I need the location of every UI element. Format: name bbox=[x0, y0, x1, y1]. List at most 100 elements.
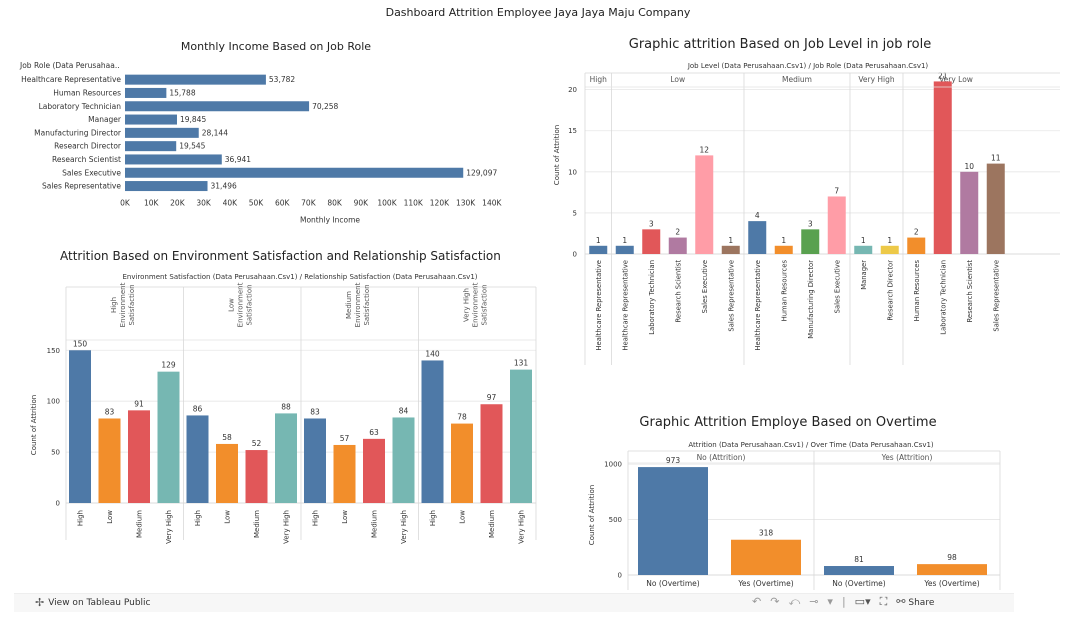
overtime-category-label: Yes (Overtime) bbox=[737, 579, 793, 588]
env-category-label: Medium bbox=[253, 510, 261, 538]
env-bar-medium-environment-satisfaction-very-high[interactable] bbox=[392, 417, 415, 503]
joblevel-bar-very-low-human-resources[interactable] bbox=[907, 237, 926, 254]
joblevel-bar-high-healthcare-representative[interactable] bbox=[589, 245, 608, 254]
joblevel-y-tick-label: 15 bbox=[568, 127, 577, 135]
env-bar-high-environment-satisfaction-very-high[interactable] bbox=[157, 371, 180, 503]
joblevel-value-label: 11 bbox=[991, 154, 1001, 163]
env-bar-high-environment-satisfaction-low[interactable] bbox=[98, 418, 121, 503]
undo-icon[interactable]: ↶ bbox=[752, 595, 762, 608]
env-category-label: Medium bbox=[371, 510, 379, 538]
income-x-tick-label: 110K bbox=[404, 199, 424, 208]
overtime-chart[interactable]: Attrition (Data Perusahaan.Csv1) / Over … bbox=[580, 435, 1020, 595]
env-bar-low-environment-satisfaction-low[interactable] bbox=[216, 443, 238, 503]
income-x-tick-label: 0K bbox=[120, 199, 131, 208]
income-value-label: 19,545 bbox=[179, 142, 205, 151]
income-chart[interactable]: Job Role (Data Perusahaa.. Healthcare Rep… bbox=[0, 55, 540, 235]
joblevel-bar-medium-sales-executive[interactable] bbox=[827, 196, 846, 254]
income-x-tick-label: 140K bbox=[482, 199, 502, 208]
pause-icon[interactable]: ▾ bbox=[827, 595, 833, 608]
overtime-bar-yes-attrition-yes-overtime[interactable] bbox=[917, 564, 987, 575]
env-value-label: 52 bbox=[252, 439, 262, 448]
env-bar-low-environment-satisfaction-high[interactable] bbox=[186, 415, 209, 503]
joblevel-bar-low-laboratory-technician[interactable] bbox=[642, 229, 661, 254]
overtime-category-label: No (Overtime) bbox=[832, 579, 885, 588]
env-bar-very-high-environment-satisfaction-low[interactable] bbox=[451, 423, 473, 503]
income-category-label: Research Scientist bbox=[52, 155, 121, 164]
joblevel-bar-very-low-laboratory-technician[interactable] bbox=[933, 81, 952, 254]
joblevel-bar-very-low-research-scientist[interactable] bbox=[960, 171, 979, 254]
income-value-label: 53,782 bbox=[269, 75, 295, 84]
income-bar-manager[interactable] bbox=[125, 114, 177, 125]
income-bar-manufacturing-director[interactable] bbox=[125, 127, 199, 138]
joblevel-bar-medium-manufacturing-director[interactable] bbox=[801, 229, 820, 254]
env-bar-low-environment-satisfaction-medium[interactable] bbox=[245, 450, 268, 503]
joblevel-value-label: 21 bbox=[938, 71, 948, 80]
device-layout-icon[interactable]: ▭▾ bbox=[854, 595, 871, 608]
joblevel-bar-medium-healthcare-representative[interactable] bbox=[748, 221, 767, 254]
env-value-label: 131 bbox=[514, 359, 529, 368]
joblevel-category-label: Research Scientist bbox=[674, 260, 682, 323]
joblevel-bar-low-sales-executive[interactable] bbox=[695, 155, 714, 254]
joblevel-bar-medium-human-resources[interactable] bbox=[774, 245, 793, 254]
revert-icon[interactable]: ⤺ bbox=[788, 595, 801, 608]
joblevel-bar-low-healthcare-representative[interactable] bbox=[615, 245, 634, 254]
joblevel-bar-very-high-research-director[interactable] bbox=[880, 245, 899, 254]
overtime-bar-no-attrition-no-overtime[interactable] bbox=[638, 467, 708, 575]
income-bar-laboratory-technician[interactable] bbox=[125, 101, 310, 112]
env-category-label: High bbox=[429, 510, 437, 526]
joblevel-group-header: Medium bbox=[782, 75, 812, 84]
env-value-label: 83 bbox=[310, 407, 320, 416]
income-bar-research-director[interactable] bbox=[125, 141, 177, 152]
income-value-label: 36,941 bbox=[225, 155, 251, 164]
env-bar-very-high-environment-satisfaction-very-high[interactable] bbox=[510, 369, 532, 503]
income-chart-title: Monthly Income Based on Job Role bbox=[180, 40, 372, 53]
joblevel-category-label: Sales Representative bbox=[727, 260, 735, 332]
env-category-label: Medium bbox=[488, 510, 496, 538]
share-label: Share bbox=[908, 598, 935, 608]
overtime-axis-header: Attrition (Data Perusahaan.Csv1) / Over … bbox=[688, 441, 934, 449]
env-bar-medium-environment-satisfaction-high[interactable] bbox=[304, 418, 326, 503]
env-value-label: 88 bbox=[281, 402, 291, 411]
toolbar-divider: | bbox=[841, 595, 846, 608]
income-bar-research-scientist[interactable] bbox=[125, 154, 222, 165]
joblevel-y-tick-label: 20 bbox=[568, 86, 577, 94]
income-bar-human-resources[interactable] bbox=[125, 87, 167, 98]
view-on-tableau-label: View on Tableau Public bbox=[48, 598, 151, 608]
income-bar-sales-representative[interactable] bbox=[125, 181, 208, 192]
env-category-label: Low bbox=[459, 510, 467, 524]
overtime-bar-yes-attrition-no-overtime[interactable] bbox=[824, 566, 894, 575]
overtime-value-label: 318 bbox=[759, 529, 774, 538]
env-bar-medium-environment-satisfaction-medium[interactable] bbox=[363, 438, 385, 503]
share-button[interactable]: ⚯ Share bbox=[896, 595, 935, 609]
joblevel-group-header: High bbox=[590, 75, 607, 84]
env-category-label: Low bbox=[224, 510, 232, 524]
fullscreen-icon[interactable]: ⛶ bbox=[879, 595, 888, 608]
env-bar-low-environment-satisfaction-very-high[interactable] bbox=[275, 413, 297, 503]
refresh-icon[interactable]: ⊸ bbox=[809, 595, 819, 608]
income-bar-sales-executive[interactable] bbox=[125, 167, 464, 178]
income-x-tick-label: 20K bbox=[170, 199, 186, 208]
redo-icon[interactable]: ↷ bbox=[770, 595, 780, 608]
joblevel-bar-low-research-scientist[interactable] bbox=[668, 237, 687, 254]
joblevel-category-label: Research Scientist bbox=[966, 260, 974, 323]
env-group-header: Medium bbox=[345, 291, 353, 319]
income-x-tick-label: 10K bbox=[144, 199, 160, 208]
env-bar-very-high-environment-satisfaction-medium[interactable] bbox=[480, 404, 503, 503]
joblevel-bar-very-low-sales-representative[interactable] bbox=[986, 163, 1005, 254]
joblevel-value-label: 7 bbox=[834, 186, 839, 195]
joblevel-bar-very-high-manager[interactable] bbox=[854, 245, 873, 254]
env-bar-high-environment-satisfaction-high[interactable] bbox=[69, 350, 91, 503]
income-bar-healthcare-representative[interactable] bbox=[125, 74, 266, 85]
env-chart[interactable]: Environment Satisfaction (Data Perusahaa… bbox=[0, 265, 545, 585]
joblevel-bar-low-sales-representative[interactable] bbox=[721, 245, 740, 254]
tableau-logo-icon: ✢ bbox=[35, 596, 45, 609]
share-icon: ⚯ bbox=[896, 595, 906, 608]
env-bar-very-high-environment-satisfaction-high[interactable] bbox=[421, 360, 444, 503]
joblevel-chart[interactable]: Job Level (Data Perusahaan.Csv1) / Job R… bbox=[545, 55, 1065, 395]
view-on-tableau-link[interactable]: ✢ View on Tableau Public bbox=[35, 597, 151, 609]
env-group-header: Environment bbox=[119, 282, 127, 327]
env-bar-medium-environment-satisfaction-low[interactable] bbox=[333, 444, 356, 503]
env-bar-high-environment-satisfaction-medium[interactable] bbox=[128, 410, 150, 503]
overtime-bar-no-attrition-yes-overtime[interactable] bbox=[731, 539, 801, 575]
env-value-label: 83 bbox=[105, 407, 115, 416]
